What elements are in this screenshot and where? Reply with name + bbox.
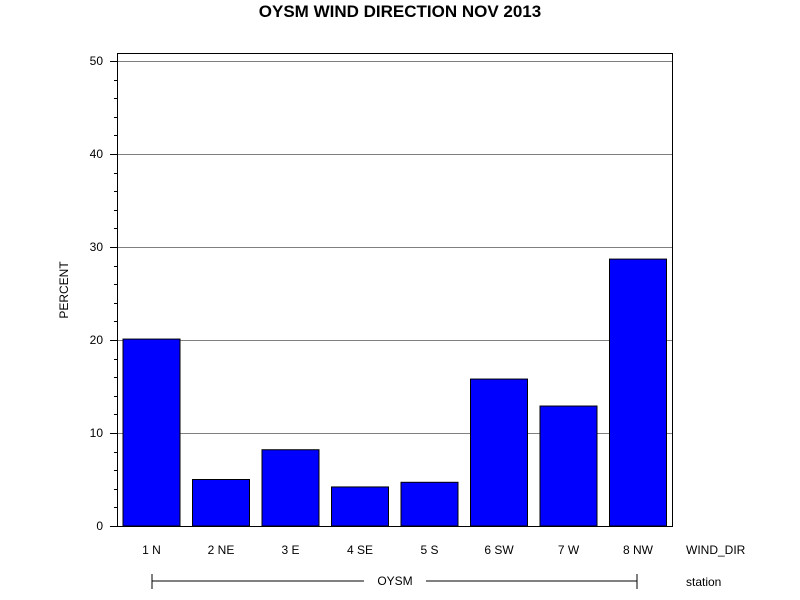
y-tick-label: 50 — [90, 54, 104, 68]
bar — [609, 258, 667, 527]
x-tick-label: 4 SE — [347, 543, 373, 557]
x-tick-label: 3 E — [281, 543, 299, 557]
y-tick-label: 10 — [90, 426, 104, 440]
bar — [122, 338, 181, 527]
x-tick-label: 5 S — [420, 543, 438, 557]
bar — [331, 486, 389, 527]
bar — [192, 479, 250, 527]
y-tick-label: 30 — [90, 240, 104, 254]
bar — [400, 481, 459, 527]
bar — [539, 405, 598, 527]
x-tick-label: 8 NW — [623, 543, 654, 557]
bar — [261, 449, 320, 527]
x-tick-label: 6 SW — [484, 543, 514, 557]
y-tick-label: 0 — [96, 519, 103, 533]
x-tick-label: 7 W — [558, 543, 580, 557]
y-axis: 0 10 20 30 40 50 — [90, 54, 118, 533]
x-axis: 1 N 2 NE 3 E 4 SE 5 S 6 SW 7 W 8 NW — [142, 543, 654, 557]
plot-frame — [117, 53, 673, 527]
x-tick-label: 1 N — [142, 543, 161, 557]
grid-lines — [118, 61, 672, 434]
group-label: OYSM — [377, 574, 412, 588]
bars — [122, 258, 667, 527]
bar — [470, 378, 528, 527]
chart-title: OYSM WIND DIRECTION NOV 2013 — [259, 2, 541, 21]
y-tick-label: 20 — [90, 333, 104, 347]
y-tick-label: 40 — [90, 147, 104, 161]
group-axis-label: station — [686, 575, 721, 589]
y-axis-label: PERCENT — [57, 261, 71, 319]
x-axis-label: WIND_DIR — [686, 543, 746, 557]
x-tick-label: 2 NE — [208, 543, 235, 557]
group-axis: OYSM station — [151, 574, 721, 589]
